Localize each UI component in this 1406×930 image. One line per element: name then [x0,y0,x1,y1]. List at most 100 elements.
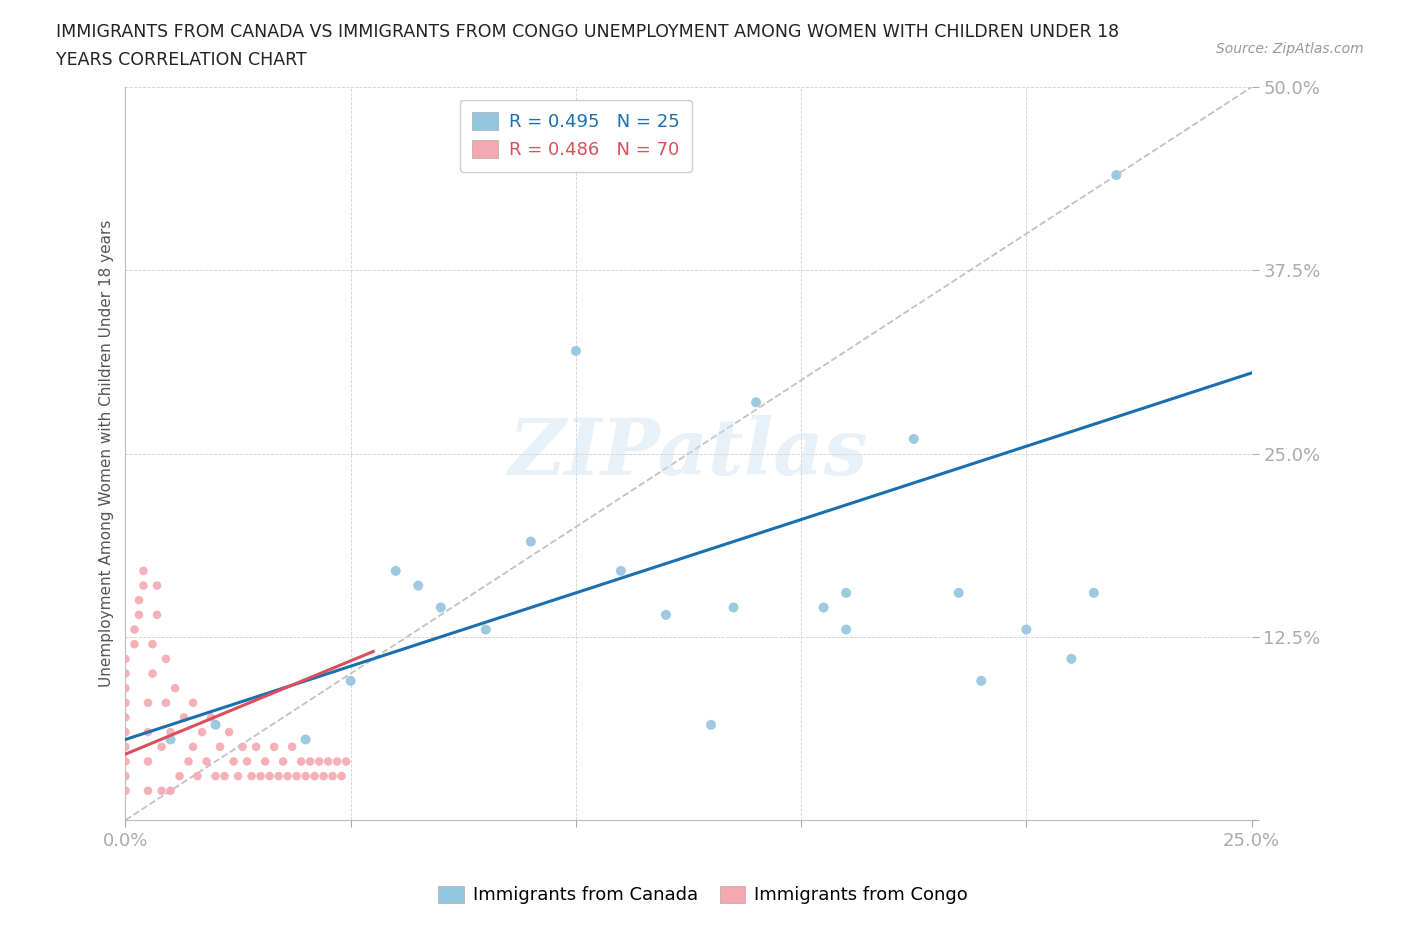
Point [1060,651,1083,666]
Text: ZIPatlas: ZIPatlas [509,416,868,492]
Point [209,739,232,754]
Point [186,769,208,784]
Point [159,724,181,739]
Point [218,724,240,739]
Point [335,754,357,769]
Text: YEARS CORRELATION CHART: YEARS CORRELATION CHART [56,51,307,69]
Text: Source: ZipAtlas.com: Source: ZipAtlas.com [1216,42,1364,56]
Point [141,666,163,681]
Point [132,578,155,593]
Point [181,739,204,754]
Point [700,717,723,732]
Point [723,600,745,615]
Point [281,739,304,754]
Point [114,769,136,784]
Point [191,724,214,739]
Point [1105,167,1128,182]
Point [245,739,267,754]
Point [294,769,316,784]
Point [271,754,294,769]
Point [204,769,226,784]
Point [903,432,925,446]
Point [114,696,136,711]
Point [159,783,181,798]
Point [745,395,768,410]
Point [475,622,498,637]
Point [226,769,249,784]
Point [1015,622,1038,637]
Point [232,739,254,754]
Point [155,651,177,666]
Point [195,754,218,769]
Point [128,607,150,622]
Point [254,754,277,769]
Point [240,769,263,784]
Point [114,666,136,681]
Point [813,600,835,615]
Text: IMMIGRANTS FROM CANADA VS IMMIGRANTS FROM CONGO UNEMPLOYMENT AMONG WOMEN WITH CH: IMMIGRANTS FROM CANADA VS IMMIGRANTS FRO… [56,23,1119,41]
Point [330,769,353,784]
Point [316,754,339,769]
Point [326,754,349,769]
Point [114,651,136,666]
Y-axis label: Unemployment Among Women with Children Under 18 years: Unemployment Among Women with Children U… [100,219,114,687]
Point [290,754,312,769]
Point [406,578,429,593]
Point [163,681,186,696]
Point [520,534,543,549]
Point [181,696,204,711]
Point [136,724,159,739]
Point [124,637,146,652]
Point [136,783,159,798]
Legend: R = 0.495   N = 25, R = 0.486   N = 70: R = 0.495 N = 25, R = 0.486 N = 70 [460,100,692,172]
Point [429,600,451,615]
Point [249,769,271,784]
Point [146,607,169,622]
Point [132,564,155,578]
Point [384,564,406,578]
Point [339,673,361,688]
Point [150,739,173,754]
Point [267,769,290,784]
Point [114,710,136,724]
Point [835,622,858,637]
Point [173,710,195,724]
Point [136,696,159,711]
Point [200,710,222,724]
Point [114,724,136,739]
Point [277,769,299,784]
Point [948,585,970,600]
Point [114,783,136,798]
Point [114,681,136,696]
Point [128,592,150,607]
Point [155,696,177,711]
Point [124,622,146,637]
Point [304,769,326,784]
Point [141,637,163,652]
Point [655,607,678,622]
Point [610,564,633,578]
Point [299,754,322,769]
Point [970,673,993,688]
Point [114,739,136,754]
Point [114,754,136,769]
Point [312,769,335,784]
Point [322,769,344,784]
Point [204,717,226,732]
Point [169,769,191,784]
Point [150,783,173,798]
Point [1083,585,1105,600]
Point [263,739,285,754]
Point [214,769,236,784]
Point [177,754,200,769]
Point [222,754,245,769]
Point [146,578,169,593]
Point [294,732,316,747]
Point [259,769,281,784]
Point [236,754,259,769]
Point [565,343,588,358]
Point [285,769,308,784]
Point [835,585,858,600]
Point [308,754,330,769]
Point [136,754,159,769]
